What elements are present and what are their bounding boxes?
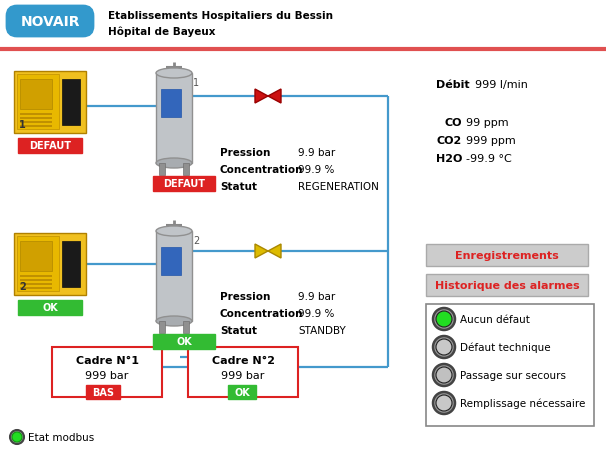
FancyBboxPatch shape xyxy=(20,126,52,128)
Text: 1: 1 xyxy=(193,78,199,88)
Text: Concentration: Concentration xyxy=(220,308,304,318)
Text: CO: CO xyxy=(444,118,462,128)
Circle shape xyxy=(436,311,452,327)
Circle shape xyxy=(12,432,22,442)
FancyBboxPatch shape xyxy=(20,122,52,124)
Circle shape xyxy=(436,395,452,411)
FancyBboxPatch shape xyxy=(153,177,215,192)
Text: Pression: Pression xyxy=(220,147,270,158)
Text: 99.9 %: 99.9 % xyxy=(298,308,335,318)
FancyBboxPatch shape xyxy=(18,139,82,154)
FancyBboxPatch shape xyxy=(18,300,82,315)
Text: REGENERATION: REGENERATION xyxy=(298,182,379,192)
Text: Débit: Débit xyxy=(436,80,470,90)
Text: H2O: H2O xyxy=(436,154,462,164)
FancyBboxPatch shape xyxy=(183,321,189,333)
Text: 99 ppm: 99 ppm xyxy=(466,118,508,128)
FancyBboxPatch shape xyxy=(86,385,120,399)
Text: BAS: BAS xyxy=(92,387,114,397)
FancyBboxPatch shape xyxy=(52,347,162,397)
Circle shape xyxy=(436,339,452,355)
Text: OK: OK xyxy=(176,336,192,346)
FancyBboxPatch shape xyxy=(62,80,80,126)
FancyBboxPatch shape xyxy=(228,385,256,399)
Polygon shape xyxy=(268,244,281,258)
FancyBboxPatch shape xyxy=(20,241,52,272)
Text: STANDBY: STANDBY xyxy=(298,325,346,335)
Ellipse shape xyxy=(156,316,192,326)
FancyBboxPatch shape xyxy=(14,234,86,295)
Text: 2: 2 xyxy=(19,281,25,291)
Text: OK: OK xyxy=(234,387,250,397)
Circle shape xyxy=(433,336,455,358)
Polygon shape xyxy=(268,90,281,104)
FancyBboxPatch shape xyxy=(161,248,181,276)
FancyBboxPatch shape xyxy=(0,0,606,48)
FancyBboxPatch shape xyxy=(159,164,165,175)
FancyBboxPatch shape xyxy=(7,7,93,37)
Circle shape xyxy=(433,392,455,414)
Text: DEFAUT: DEFAUT xyxy=(29,141,71,151)
FancyBboxPatch shape xyxy=(62,241,80,287)
Text: Aucun défaut: Aucun défaut xyxy=(460,314,530,324)
Polygon shape xyxy=(255,244,268,258)
Circle shape xyxy=(436,367,452,383)
FancyBboxPatch shape xyxy=(17,236,59,291)
Text: Etat modbus: Etat modbus xyxy=(28,432,95,442)
Text: 999 bar: 999 bar xyxy=(85,370,128,380)
FancyBboxPatch shape xyxy=(183,164,189,175)
Circle shape xyxy=(433,364,455,386)
Polygon shape xyxy=(255,90,268,104)
Text: Concentration: Concentration xyxy=(220,165,304,175)
Text: Statut: Statut xyxy=(220,182,257,192)
Text: 999 ppm: 999 ppm xyxy=(466,136,516,146)
Text: OK: OK xyxy=(42,302,58,312)
Text: Passage sur secours: Passage sur secours xyxy=(460,370,566,380)
Text: 9.9 bar: 9.9 bar xyxy=(298,147,335,158)
FancyBboxPatch shape xyxy=(156,231,192,321)
Text: NOVAIR: NOVAIR xyxy=(20,15,80,29)
FancyBboxPatch shape xyxy=(426,244,588,267)
FancyBboxPatch shape xyxy=(159,321,165,333)
FancyBboxPatch shape xyxy=(161,90,181,118)
FancyBboxPatch shape xyxy=(20,283,52,285)
FancyBboxPatch shape xyxy=(153,334,215,349)
Text: -99.9 °C: -99.9 °C xyxy=(466,154,511,164)
Text: CO2: CO2 xyxy=(437,136,462,146)
Text: 99.9 %: 99.9 % xyxy=(298,165,335,175)
Text: Statut: Statut xyxy=(220,325,257,335)
Text: Remplissage nécessaire: Remplissage nécessaire xyxy=(460,398,585,408)
FancyBboxPatch shape xyxy=(188,347,298,397)
Text: 2: 2 xyxy=(193,235,199,245)
FancyBboxPatch shape xyxy=(20,276,52,277)
FancyBboxPatch shape xyxy=(426,304,594,426)
Text: Pression: Pression xyxy=(220,291,270,301)
Text: Hôpital de Bayeux: Hôpital de Bayeux xyxy=(108,27,216,37)
Ellipse shape xyxy=(156,159,192,169)
Text: 999 l/min: 999 l/min xyxy=(475,80,528,90)
Circle shape xyxy=(433,308,455,330)
Text: DEFAUT: DEFAUT xyxy=(163,179,205,189)
FancyBboxPatch shape xyxy=(156,74,192,164)
Text: 9.9 bar: 9.9 bar xyxy=(298,291,335,301)
Text: Enregistrements: Enregistrements xyxy=(455,250,559,260)
Text: Etablissements Hospitaliers du Bessin: Etablissements Hospitaliers du Bessin xyxy=(108,11,333,21)
FancyBboxPatch shape xyxy=(17,75,59,130)
Text: 1: 1 xyxy=(19,120,25,130)
Text: Historique des alarmes: Historique des alarmes xyxy=(435,281,579,290)
FancyBboxPatch shape xyxy=(426,274,588,296)
Ellipse shape xyxy=(156,226,192,236)
Text: Cadre N°2: Cadre N°2 xyxy=(211,355,275,365)
FancyBboxPatch shape xyxy=(20,114,52,116)
FancyBboxPatch shape xyxy=(20,118,52,120)
Text: 999 bar: 999 bar xyxy=(221,370,265,380)
Ellipse shape xyxy=(156,69,192,79)
Circle shape xyxy=(10,430,24,444)
Text: Cadre N°1: Cadre N°1 xyxy=(76,355,139,365)
Text: Défaut technique: Défaut technique xyxy=(460,342,551,353)
FancyBboxPatch shape xyxy=(20,80,52,110)
FancyBboxPatch shape xyxy=(14,72,86,133)
FancyBboxPatch shape xyxy=(20,279,52,281)
FancyBboxPatch shape xyxy=(20,287,52,290)
